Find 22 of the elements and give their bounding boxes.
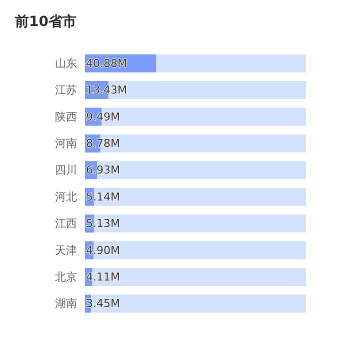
data-label: 4.90M xyxy=(86,244,120,257)
data-label: 4.11M xyxy=(86,270,120,284)
data-label: 5.14M xyxy=(86,190,120,204)
y-tick-label: 陕西 xyxy=(55,110,77,124)
data-label: 9.49M xyxy=(86,110,120,124)
y-tick-label: 湖南 xyxy=(55,297,77,310)
y-tick-label: 江苏 xyxy=(55,84,77,97)
y-tick-label: 四川 xyxy=(55,164,77,177)
chart-title: 前10省市 xyxy=(14,13,76,30)
data-label: 6.93M xyxy=(86,164,120,177)
y-tick-label: 河南 xyxy=(55,136,77,150)
data-label: 3.45M xyxy=(86,297,120,310)
data-label: 13.43M xyxy=(86,84,127,97)
data-label: 8.78M xyxy=(86,136,120,150)
y-tick-label: 山东 xyxy=(55,56,77,70)
y-tick-label: 北京 xyxy=(55,270,77,284)
data-label: 40.88M xyxy=(86,56,127,70)
y-tick-label: 江西 xyxy=(55,217,77,230)
y-tick-label: 天津 xyxy=(55,244,77,257)
bar xyxy=(156,54,306,72)
data-label: 5.13M xyxy=(86,217,120,230)
y-tick-label: 河北 xyxy=(55,190,77,204)
